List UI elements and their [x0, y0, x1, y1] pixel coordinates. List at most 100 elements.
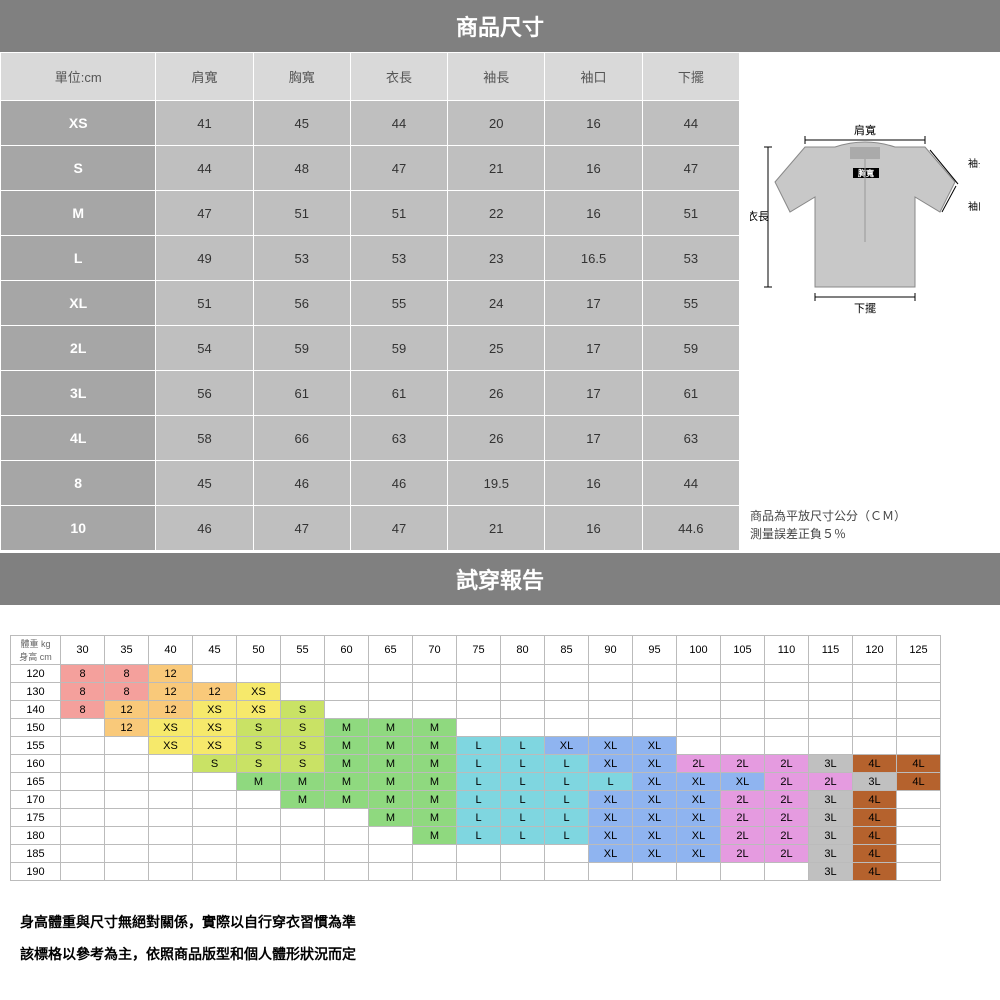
fit-cell: M — [369, 773, 413, 791]
size-cell: 16 — [545, 101, 642, 146]
fit-weight-header: 110 — [765, 636, 809, 665]
fit-weight-header: 45 — [193, 636, 237, 665]
fit-cell — [61, 737, 105, 755]
fit-cell — [897, 827, 941, 845]
fit-cell: S — [281, 755, 325, 773]
size-cell: 51 — [350, 191, 447, 236]
fit-cell — [369, 665, 413, 683]
size-cell: 44 — [156, 146, 253, 191]
fit-cell: 3L — [809, 827, 853, 845]
fit-cell — [369, 863, 413, 881]
fit-cell: 8 — [61, 665, 105, 683]
fit-cell: L — [501, 773, 545, 791]
size-cell: 46 — [253, 461, 350, 506]
fit-cell — [457, 701, 501, 719]
top-section: 單位:cm肩寬胸寬衣長袖長袖口下擺 XS414544201644S4448472… — [0, 52, 1000, 553]
fit-cell — [193, 809, 237, 827]
fit-cell — [457, 863, 501, 881]
fit-cell — [149, 845, 193, 863]
fit-cell — [237, 845, 281, 863]
fit-cell: L — [457, 737, 501, 755]
size-cell: 17 — [545, 326, 642, 371]
fit-cell — [105, 845, 149, 863]
fit-cell — [545, 665, 589, 683]
fit-cell — [677, 737, 721, 755]
measurement-note: 商品為平放尺寸公分（ＣＭ）測量誤差正負５％ — [750, 507, 990, 543]
fit-cell — [61, 755, 105, 773]
fit-cell — [545, 701, 589, 719]
fit-height-header: 155 — [11, 737, 61, 755]
fit-cell — [325, 845, 369, 863]
fit-cell — [589, 719, 633, 737]
fit-cell — [721, 863, 765, 881]
fit-cell — [105, 863, 149, 881]
size-header-cell: 胸寬 — [253, 53, 350, 101]
size-cell: 56 — [156, 371, 253, 416]
fit-height-header: 185 — [11, 845, 61, 863]
fit-cell — [809, 683, 853, 701]
fit-cell — [501, 701, 545, 719]
fit-cell — [237, 809, 281, 827]
size-cell: 16 — [545, 461, 642, 506]
fit-cell: XL — [633, 809, 677, 827]
fit-cell — [193, 863, 237, 881]
fit-cell — [677, 719, 721, 737]
fit-cell: XS — [193, 737, 237, 755]
fit-cell: M — [281, 791, 325, 809]
fit-height-header: 120 — [11, 665, 61, 683]
fit-cell: XS — [237, 683, 281, 701]
fit-cell: 4L — [897, 773, 941, 791]
fit-cell: M — [413, 755, 457, 773]
fit-cell — [105, 755, 149, 773]
fit-table-wrap: 體重 kg身高 cm303540455055606570758085909510… — [0, 605, 1000, 891]
fit-cell: S — [193, 755, 237, 773]
fit-cell — [281, 827, 325, 845]
size-cell: 54 — [156, 326, 253, 371]
fit-cell: XS — [193, 719, 237, 737]
fit-cell: 12 — [149, 701, 193, 719]
fit-cell — [545, 863, 589, 881]
fit-cell — [897, 683, 941, 701]
title-product-size: 商品尺寸 — [0, 0, 1000, 52]
fit-cell — [897, 719, 941, 737]
fit-cell: 4L — [853, 827, 897, 845]
fit-height-header: 160 — [11, 755, 61, 773]
size-cell: 53 — [642, 236, 739, 281]
fit-height-header: 150 — [11, 719, 61, 737]
fit-cell — [193, 791, 237, 809]
size-header-cell: 下擺 — [642, 53, 739, 101]
fit-cell: 2L — [765, 845, 809, 863]
fit-cell: L — [457, 827, 501, 845]
fit-cell — [325, 665, 369, 683]
fit-cell: L — [457, 773, 501, 791]
fit-cell — [589, 665, 633, 683]
fit-cell: 2L — [765, 773, 809, 791]
title-fit-report: 試穿報告 — [0, 553, 1000, 605]
fit-cell: 2L — [765, 809, 809, 827]
size-cell: 10 — [1, 506, 156, 551]
fit-cell: XS — [193, 701, 237, 719]
fit-weight-header: 60 — [325, 636, 369, 665]
size-cell: 16.5 — [545, 236, 642, 281]
size-cell: 48 — [253, 146, 350, 191]
fit-cell — [413, 863, 457, 881]
fit-cell: M — [369, 791, 413, 809]
fit-cell: 12 — [149, 683, 193, 701]
size-cell: 47 — [642, 146, 739, 191]
size-cell: 58 — [156, 416, 253, 461]
fit-cell — [633, 683, 677, 701]
size-cell: 59 — [253, 326, 350, 371]
size-header-cell: 肩寬 — [156, 53, 253, 101]
fit-cell — [853, 701, 897, 719]
fit-cell — [281, 863, 325, 881]
fit-cell — [413, 701, 457, 719]
fit-cell — [501, 863, 545, 881]
size-cell: 61 — [350, 371, 447, 416]
fit-cell: XL — [633, 845, 677, 863]
size-cell: 20 — [448, 101, 545, 146]
fit-cell: XL — [589, 809, 633, 827]
fit-cell — [413, 665, 457, 683]
fit-cell: L — [501, 827, 545, 845]
fit-cell — [237, 665, 281, 683]
size-cell: 61 — [642, 371, 739, 416]
